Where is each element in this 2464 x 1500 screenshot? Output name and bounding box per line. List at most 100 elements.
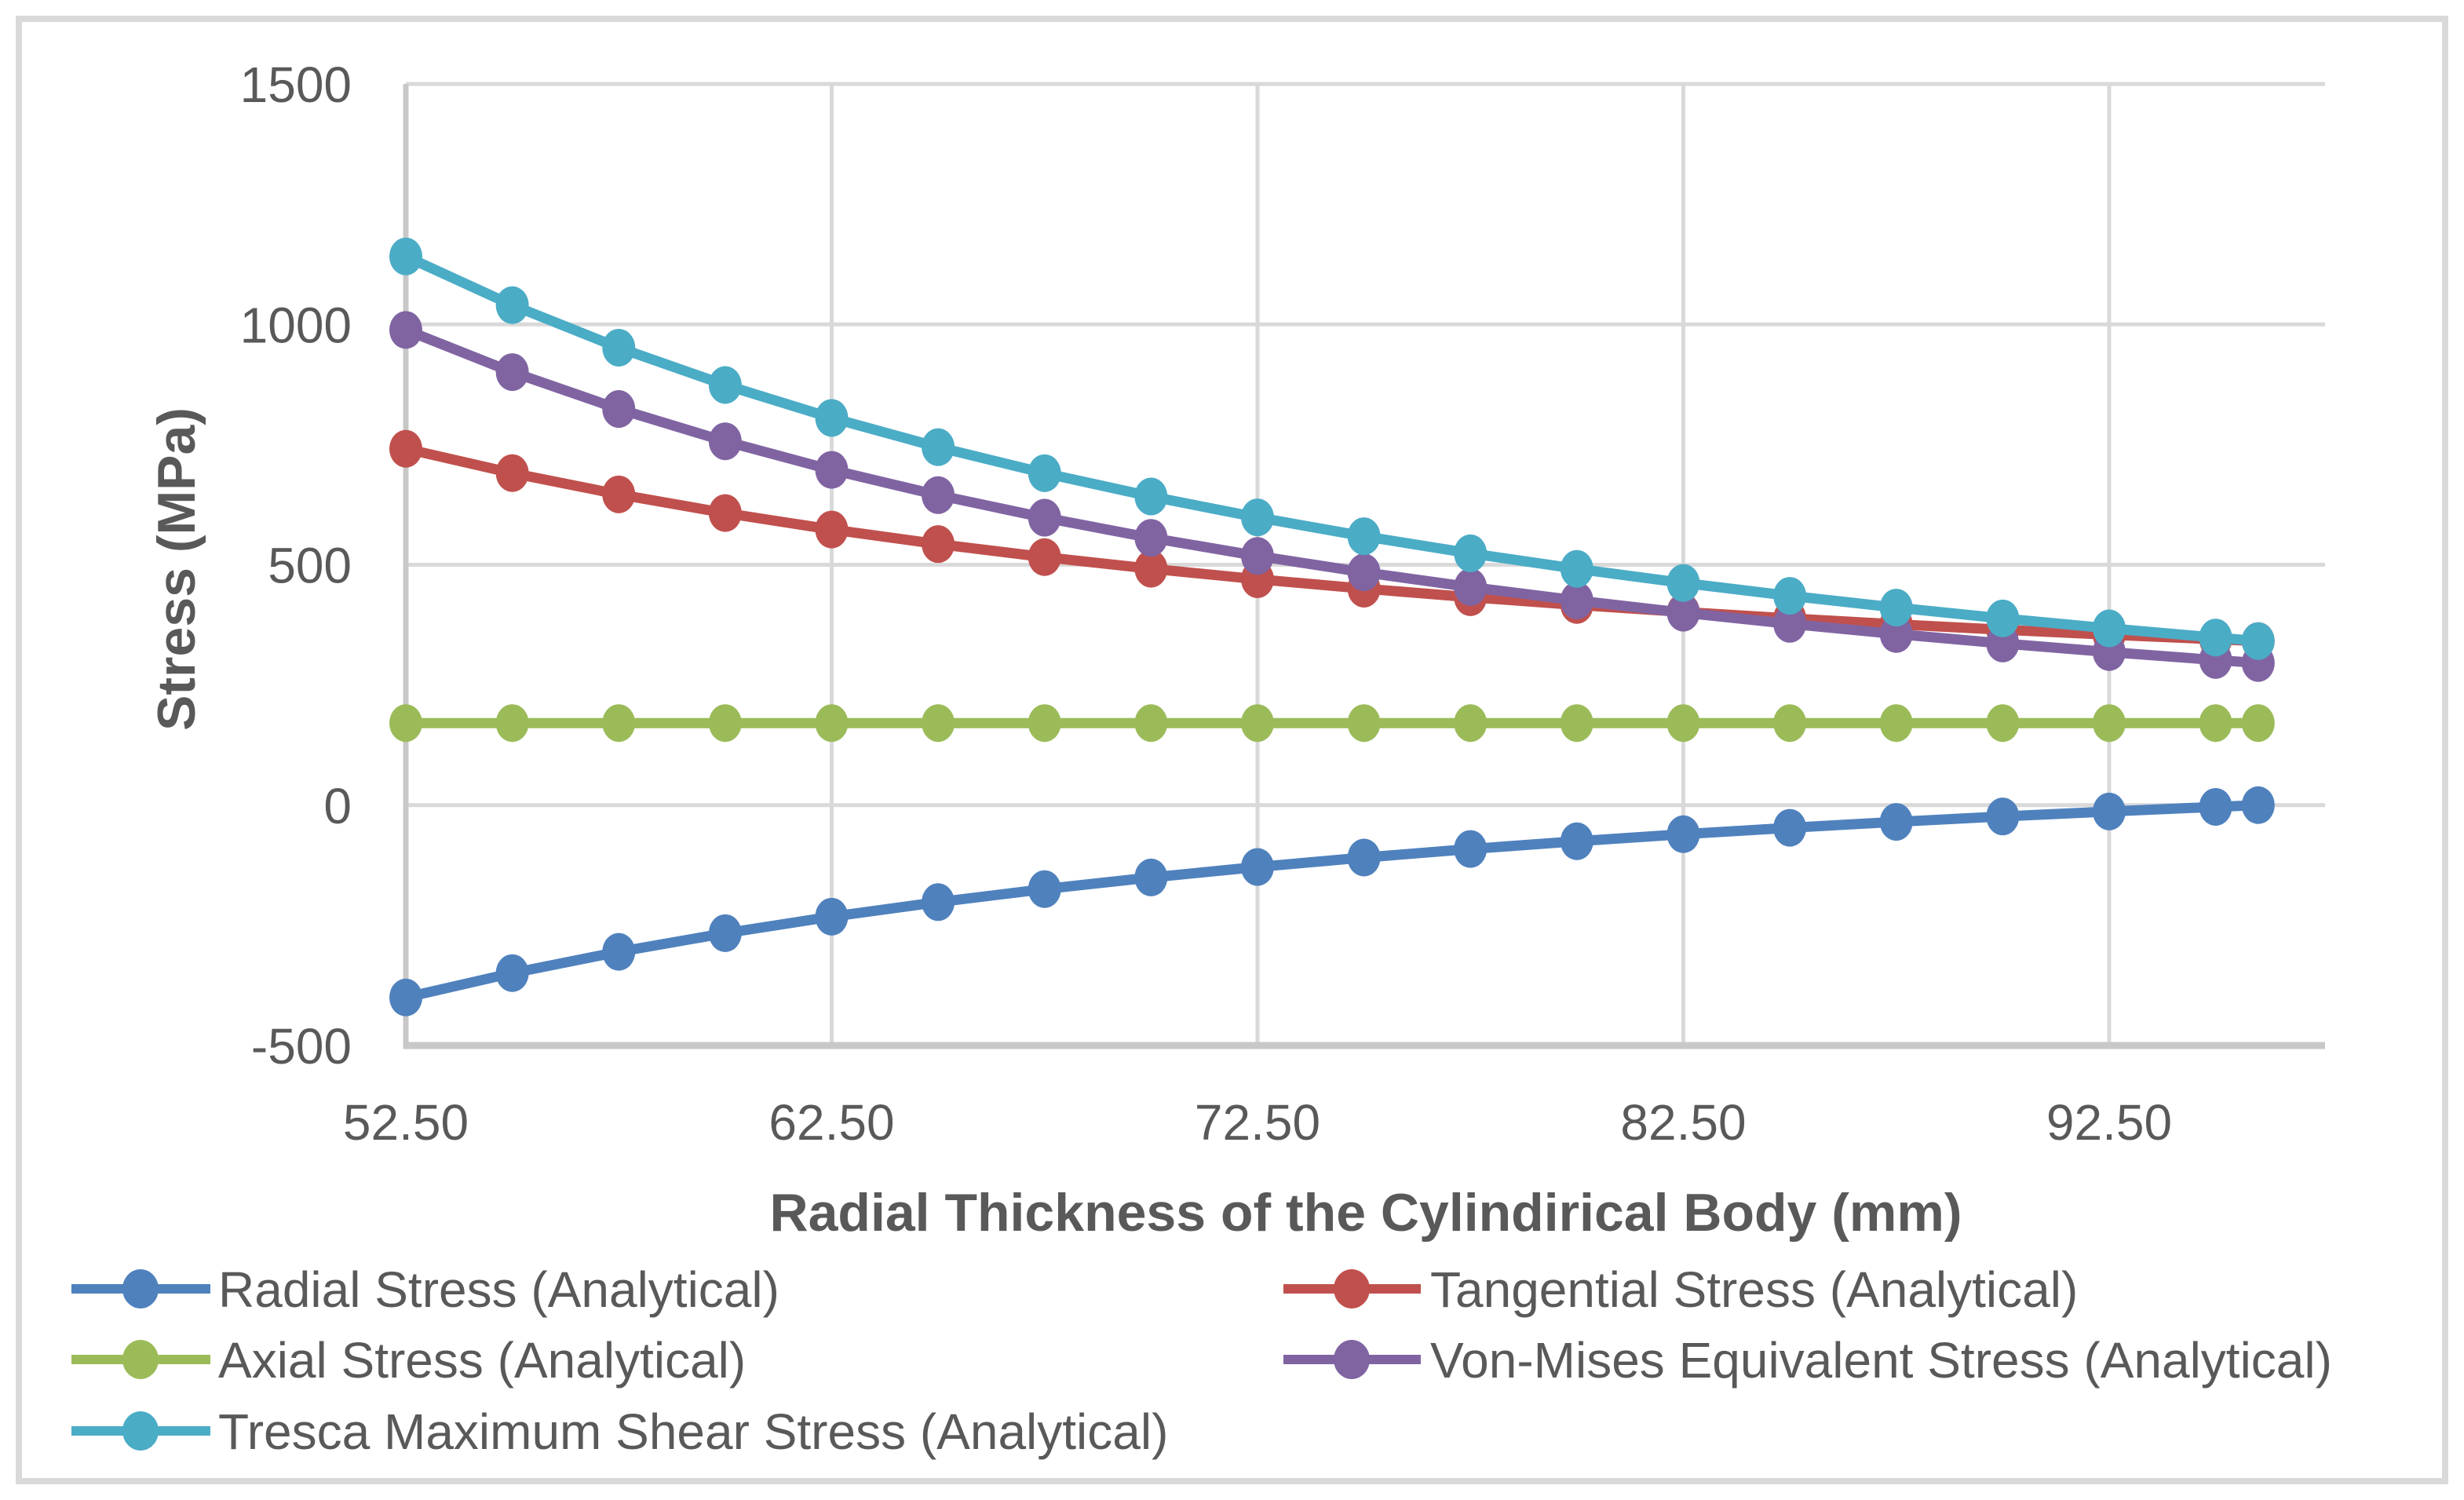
data-point-marker bbox=[922, 704, 955, 743]
data-point-marker bbox=[708, 704, 742, 743]
data-point-marker bbox=[1773, 604, 1807, 643]
data-point-marker bbox=[1773, 808, 1807, 847]
data-point-marker bbox=[2092, 609, 2126, 648]
legend-item-label: Radial Stress (Analytical) bbox=[218, 1261, 779, 1318]
x-tick-label: 82.50 bbox=[1620, 1094, 1746, 1151]
legend-marker-icon bbox=[1334, 1340, 1370, 1379]
data-point-marker bbox=[2241, 786, 2275, 824]
data-point-marker bbox=[1986, 599, 2020, 637]
y-axis-title: Stress (MPa) bbox=[147, 407, 206, 731]
chart-border bbox=[16, 16, 2448, 1484]
y-tick-label: 500 bbox=[268, 538, 352, 594]
legend-marker-icon bbox=[122, 1411, 159, 1451]
data-point-marker bbox=[1134, 858, 1168, 896]
data-point-marker bbox=[2199, 704, 2232, 743]
data-point-marker bbox=[922, 883, 955, 922]
data-point-marker bbox=[1134, 704, 1168, 743]
x-tick-label: 62.50 bbox=[768, 1094, 894, 1151]
series-line-radial-stress bbox=[400, 800, 2264, 1003]
data-point-marker bbox=[2092, 792, 2126, 830]
data-point-marker bbox=[602, 390, 636, 429]
data-point-marker bbox=[602, 475, 636, 513]
data-point-marker bbox=[1347, 517, 1381, 556]
data-point-marker bbox=[1028, 498, 1061, 537]
data-point-marker bbox=[1560, 822, 1593, 860]
data-point-marker bbox=[495, 454, 529, 492]
data-point-marker bbox=[708, 422, 742, 461]
data-point-marker bbox=[815, 704, 849, 743]
legend-item: Radial Stress (Analytical) bbox=[71, 1261, 779, 1318]
data-point-marker bbox=[1240, 498, 1274, 537]
data-point-marker bbox=[1879, 803, 1913, 841]
data-point-marker bbox=[1666, 704, 1700, 743]
data-point-marker bbox=[389, 704, 422, 743]
data-point-marker bbox=[389, 429, 422, 468]
data-point-marker bbox=[1560, 704, 1593, 743]
data-point-marker bbox=[1986, 704, 2020, 743]
data-point-marker bbox=[602, 704, 636, 743]
legend-item: Tangential Stress (Analytical) bbox=[1283, 1261, 2078, 1318]
data-point-marker bbox=[1134, 477, 1168, 516]
series-tresca-stress bbox=[389, 237, 2275, 660]
data-point-marker bbox=[1134, 549, 1168, 588]
data-point-marker bbox=[1347, 838, 1381, 877]
data-point-marker bbox=[1454, 704, 1488, 743]
data-point-marker bbox=[389, 978, 422, 1016]
data-point-marker bbox=[1879, 589, 1913, 627]
data-point-marker bbox=[1347, 553, 1381, 592]
data-point-marker bbox=[1240, 704, 1274, 743]
data-point-marker bbox=[1666, 593, 1700, 632]
data-point-marker bbox=[2092, 704, 2126, 743]
legend-item-label: Tangential Stress (Analytical) bbox=[1430, 1261, 2078, 1318]
x-tick-label: 52.50 bbox=[343, 1094, 469, 1151]
data-point-marker bbox=[1986, 797, 2020, 836]
data-point-marker bbox=[1347, 704, 1381, 743]
legend-marker-icon bbox=[122, 1269, 159, 1308]
series-axial-stress bbox=[389, 704, 2275, 743]
data-point-marker bbox=[389, 237, 422, 276]
data-point-marker bbox=[1560, 549, 1593, 588]
data-point-marker bbox=[1454, 568, 1488, 606]
data-point-marker bbox=[1454, 534, 1488, 572]
data-point-marker bbox=[602, 328, 636, 367]
data-point-marker bbox=[2199, 787, 2232, 826]
data-point-marker bbox=[708, 494, 742, 532]
data-point-marker bbox=[602, 932, 636, 971]
legend-item-label: Von-Mises Equivalent Stress (Analytical) bbox=[1430, 1332, 2332, 1389]
data-point-marker bbox=[1454, 830, 1488, 868]
data-point-marker bbox=[1560, 582, 1593, 620]
data-point-marker bbox=[1666, 815, 1700, 853]
data-point-marker bbox=[1666, 564, 1700, 602]
data-point-marker bbox=[495, 704, 529, 743]
legend-item: Axial Stress (Analytical) bbox=[71, 1332, 746, 1389]
data-point-marker bbox=[1028, 704, 1061, 743]
data-point-marker bbox=[2241, 622, 2275, 660]
data-point-marker bbox=[708, 366, 742, 404]
data-point-marker bbox=[495, 353, 529, 392]
x-tick-label: 72.50 bbox=[1195, 1094, 1320, 1151]
data-point-marker bbox=[2199, 619, 2232, 657]
data-point-marker bbox=[1240, 537, 1274, 575]
data-point-marker bbox=[1879, 704, 1913, 743]
data-point-marker bbox=[922, 476, 955, 514]
data-point-marker bbox=[495, 954, 529, 992]
data-point-marker bbox=[815, 451, 849, 489]
legend-item-label: Axial Stress (Analytical) bbox=[218, 1332, 746, 1389]
data-point-marker bbox=[922, 428, 955, 466]
legend-marker-icon bbox=[122, 1340, 159, 1379]
data-point-marker bbox=[1879, 615, 1913, 653]
data-point-marker bbox=[389, 311, 422, 349]
data-point-marker bbox=[815, 897, 849, 936]
data-point-marker bbox=[1773, 577, 1807, 615]
data-point-marker bbox=[1134, 519, 1168, 557]
series-radial-stress bbox=[389, 786, 2275, 1016]
y-tick-label: 1000 bbox=[240, 297, 352, 353]
data-point-marker bbox=[495, 286, 529, 324]
data-point-marker bbox=[1240, 848, 1274, 886]
legend-item-label: Tresca Maximum Shear Stress (Analytical) bbox=[218, 1403, 1168, 1460]
data-point-marker bbox=[2241, 704, 2275, 743]
data-point-marker bbox=[1773, 704, 1807, 743]
legend-item: Tresca Maximum Shear Stress (Analytical) bbox=[71, 1403, 1168, 1460]
